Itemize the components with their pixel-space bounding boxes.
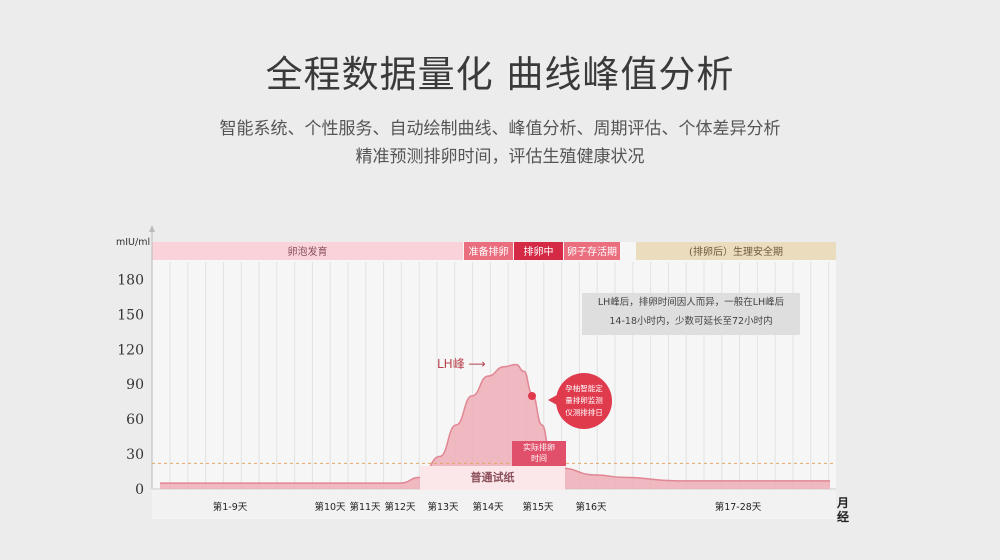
- ovulation-marker: [528, 392, 536, 400]
- x-tick-label: 第16天: [575, 501, 607, 513]
- lh-curve-area: [160, 364, 830, 489]
- lh-note-line-2: 14-18小时内，少数可延长至72小时内: [609, 316, 773, 327]
- phase-label: 排卵中: [524, 245, 554, 258]
- monitor-bubble: 孕柚智能定 量排卵监测 仪测排排日: [548, 373, 612, 429]
- y-tick-label: 180: [117, 272, 144, 288]
- x-axis-label: 经: [837, 509, 849, 524]
- x-tick-label: 第1-9天: [213, 501, 248, 513]
- y-tick-label: 0: [135, 482, 144, 498]
- subtitle-line-2: 精准预测排卵时间，评估生殖健康状况: [355, 147, 645, 167]
- x-tick-label: 第15天: [522, 501, 554, 513]
- bubble-line-3: 仪测排排日: [565, 408, 603, 417]
- actual-ovulation-box: 实际排卵 时间: [512, 441, 566, 466]
- lh-curve-line: [159, 363, 830, 484]
- phase-band: [152, 242, 463, 260]
- x-tick-label: 第12天: [384, 501, 416, 513]
- y-tick-label: 90: [126, 377, 144, 393]
- y-tick-label: 150: [117, 307, 144, 323]
- x-tick-label: 第11天: [349, 501, 381, 513]
- lh-note-line-1: LH峰后，排卵时间因人而异，一般在LH峰后: [597, 297, 785, 308]
- subtitle-line-1: 智能系统、个性服务、自动绘制曲线、峰值分析、周期评估、个体差异分析: [219, 119, 781, 139]
- page-title: 全程数据量化 曲线峰值分析: [265, 53, 735, 96]
- x-tick-label: 第14天: [472, 501, 504, 513]
- bubble-line-2: 量排卵监测: [565, 396, 603, 405]
- y-tick-label: 60: [126, 412, 144, 428]
- lh-note-box: LH峰后，排卵时间因人而异，一般在LH峰后 14-18小时内，少数可延长至72小…: [582, 293, 800, 335]
- phase-band: [464, 242, 513, 260]
- phase-band: [564, 242, 620, 260]
- phase-label: 准备排卵: [469, 245, 509, 258]
- y-tick-label: 120: [117, 342, 144, 358]
- x-axis-label: 月: [836, 496, 849, 510]
- test-strip-box: 普通试纸: [420, 466, 565, 490]
- x-axis-band: [152, 490, 836, 518]
- x-tick-label: 第13天: [427, 501, 459, 513]
- phase-label: (排卵后）生理安全期: [689, 245, 783, 258]
- actual-ovulation-line-2: 时间: [531, 454, 547, 463]
- lh-peak-label: LH峰 ⟶: [437, 357, 486, 371]
- x-tick-label: 第17-28天: [715, 501, 762, 513]
- bubble-line-1: 孕柚智能定: [565, 384, 603, 393]
- phase-band: [636, 242, 836, 260]
- actual-ovulation-line-1: 实际排卵: [523, 443, 555, 452]
- y-axis-arrow: [149, 225, 155, 232]
- x-tick-label: 第10天: [314, 501, 346, 513]
- phase-band: [514, 242, 563, 260]
- phase-label: 卵泡发育: [288, 245, 328, 258]
- phase-label: 卵子存活期: [567, 245, 617, 258]
- y-axis-label: mIU/ml: [116, 237, 150, 248]
- y-tick-label: 30: [126, 447, 144, 463]
